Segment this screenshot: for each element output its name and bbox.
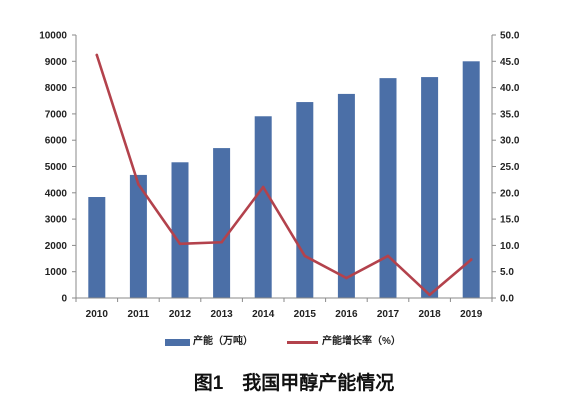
x-tick-label-2012: 2012: [169, 309, 192, 320]
legend-label-growth-rate: 产能增长率（%）: [322, 336, 401, 347]
growth-rate-point-2016: [345, 276, 348, 280]
left-y-tick-label: 4000: [45, 188, 68, 199]
growth-rate-point-2011: [137, 183, 140, 186]
right-y-tick-label: 20.0: [500, 188, 520, 199]
left-y-tick-label: 2000: [45, 241, 68, 252]
right-y-tick-label: 45.0: [500, 57, 520, 68]
left-y-tick-label: 10000: [39, 31, 67, 42]
growth-rate-point-2013: [220, 240, 223, 244]
right-y-tick-label: 50.0: [500, 31, 520, 42]
growth-rate-point-2018: [428, 293, 431, 297]
left-y-tick-label: 6000: [45, 136, 68, 147]
left-y-tick-label: 7000: [45, 109, 68, 120]
growth-rate-point-2015: [303, 254, 307, 258]
legend-swatch-growth-rate: [287, 341, 318, 344]
x-tick-label-2014: 2014: [252, 309, 275, 320]
bar-2011: [129, 174, 147, 298]
growth-rate-point-2010: [95, 53, 99, 57]
growth-rate-point-2019: [469, 258, 473, 261]
right-y-tick-label: 35.0: [500, 109, 520, 120]
bar-2014: [254, 116, 272, 299]
right-y-tick-label: 30.0: [500, 136, 520, 147]
x-tick-label-2010: 2010: [86, 309, 109, 320]
right-y-tick-label: 5.0: [500, 267, 514, 278]
bar-2010: [88, 197, 106, 298]
bar-2019: [462, 61, 480, 298]
right-y-tick-label: 25.0: [500, 162, 520, 173]
x-tick-label-2015: 2015: [294, 309, 317, 320]
x-tick-label-2019: 2019: [460, 309, 483, 320]
bar-2013: [213, 148, 231, 298]
growth-rate-point-2017: [386, 254, 390, 258]
right-y-tick-label: 10.0: [500, 241, 520, 252]
growth-rate-point-2014: [261, 185, 265, 189]
x-tick-label-2016: 2016: [335, 309, 358, 320]
left-y-tick-label: 8000: [45, 83, 68, 94]
left-y-tick-label: 0: [61, 294, 67, 305]
growth-rate-point-2012: [178, 242, 182, 246]
x-tick-label-2017: 2017: [377, 309, 400, 320]
methanol-capacity-chart: 0 1000 2000 3000 4000 5000 6000 7000 8000 9000 100…: [39, 31, 520, 321]
bar-2017: [379, 78, 397, 298]
right-y-tick-label: 15.0: [500, 215, 520, 226]
left-y-tick-label: 1000: [45, 267, 68, 278]
bar-2018: [421, 77, 439, 298]
x-tick-label-2011: 2011: [128, 309, 150, 320]
bar-2016: [337, 93, 355, 298]
legend-swatch-capacity: [165, 339, 190, 346]
x-tick-label-2013: 2013: [210, 309, 233, 320]
left-y-tick-label: 3000: [45, 215, 68, 226]
legend-label-capacity: 产能（万吨）: [193, 336, 253, 347]
right-y-tick-label: 0.0: [500, 294, 514, 305]
left-y-tick-label: 5000: [45, 162, 68, 173]
growth-rate-line: [95, 53, 473, 297]
right-y-tick-label: 40.0: [500, 83, 520, 94]
figure-caption: 图1 我国甲醇产能情况: [193, 373, 395, 394]
x-tick-label-2018: 2018: [418, 309, 441, 320]
left-y-tick-label: 9000: [45, 57, 68, 68]
bar-2012: [171, 162, 189, 298]
bar-2015: [296, 102, 314, 298]
